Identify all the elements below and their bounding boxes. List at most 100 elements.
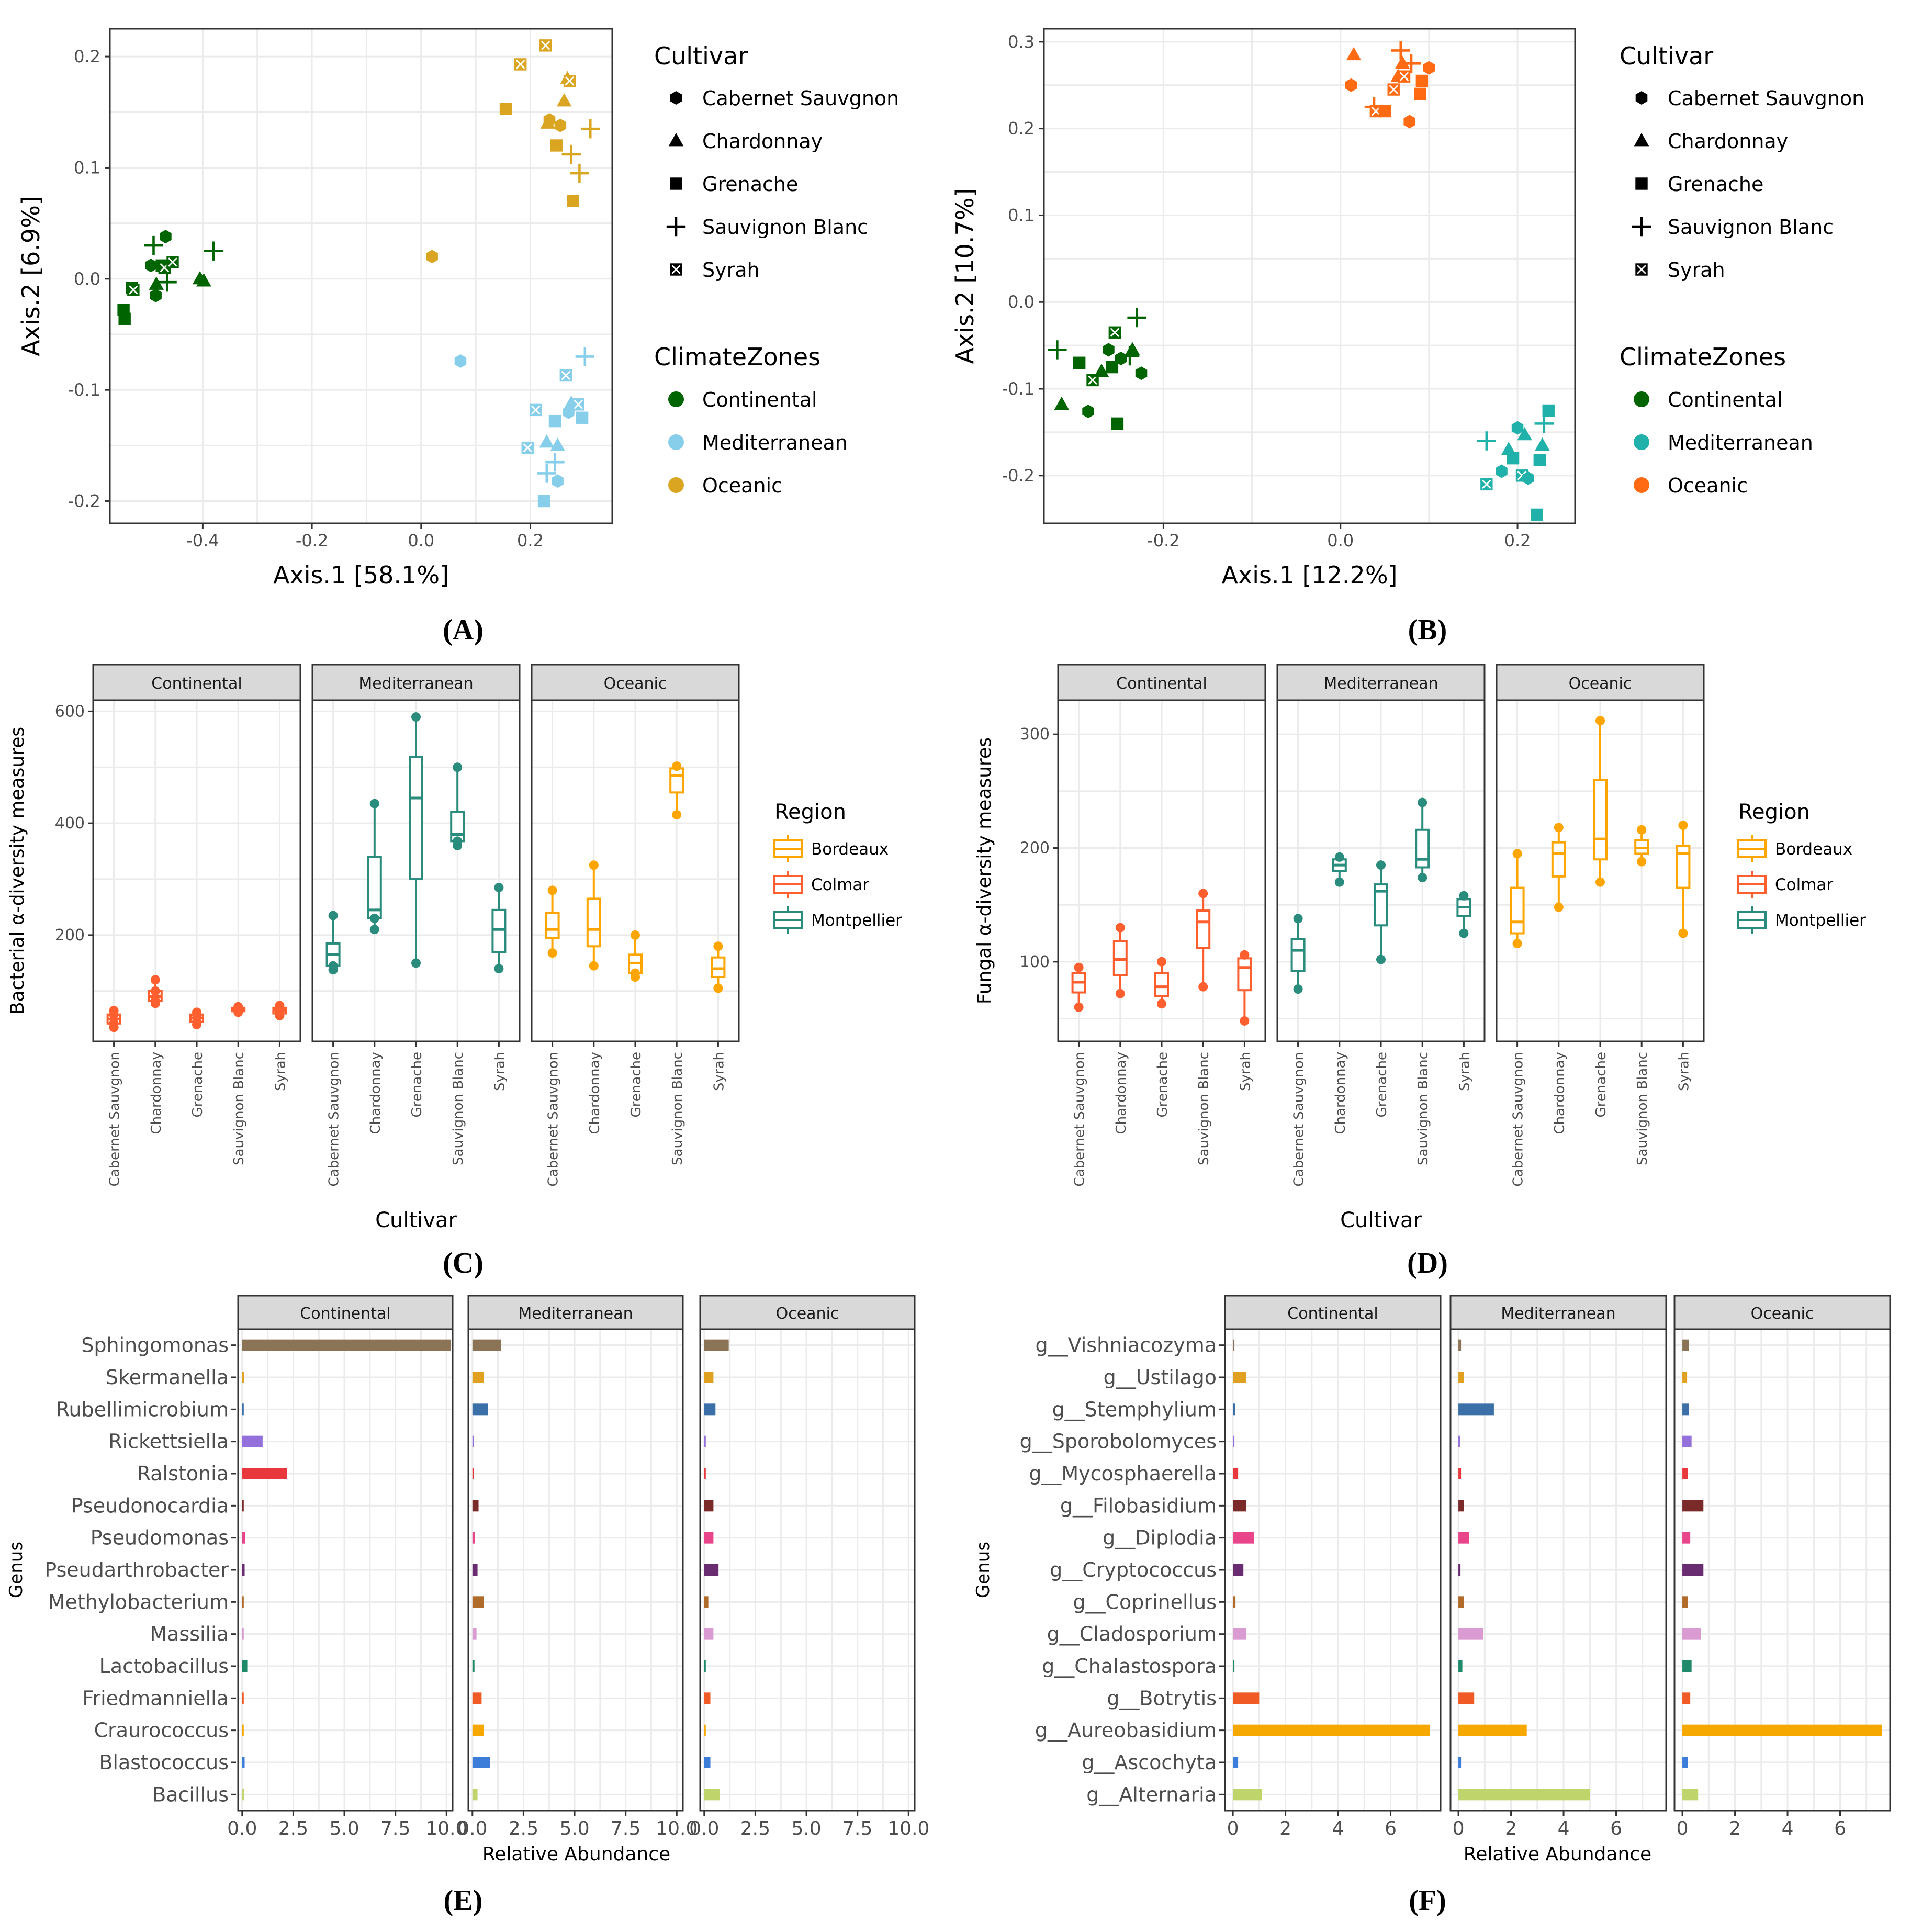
data-point [1535, 437, 1550, 451]
y-axis-label: Axis.2 [6.9%] [17, 196, 45, 356]
data-point [537, 464, 556, 483]
data-point [1418, 797, 1427, 807]
bar [1682, 1628, 1701, 1640]
facet-panel: Oceanic Cabernet Sauvgnon Chardonnay Grenac… [1496, 664, 1705, 1186]
data-point [631, 930, 640, 940]
bar [242, 1564, 245, 1576]
box-mark [367, 799, 382, 935]
plot-border [237, 1328, 454, 1812]
data-point [514, 58, 527, 71]
x-axis-label: Relative Abundance [1464, 1844, 1651, 1865]
data-point [575, 347, 595, 366]
data-point [1376, 954, 1386, 964]
box-mark [1154, 957, 1169, 1009]
data-point [1678, 821, 1688, 830]
y-tick-label: g__Ascochyta [1082, 1751, 1217, 1774]
bar [1458, 1435, 1460, 1447]
bar [1233, 1435, 1235, 1447]
y-tick-label: Pseudarthrobacter [44, 1558, 229, 1581]
x-tick-label: Grenache [409, 1052, 425, 1117]
plot-border [1043, 28, 1576, 524]
bar [704, 1724, 706, 1736]
legend-title: ClimateZones [1620, 343, 1786, 371]
data-point [150, 996, 160, 1006]
bar [704, 1789, 720, 1801]
y-tick-label: 200 [55, 926, 85, 945]
data-point [1376, 860, 1386, 870]
symbol-cross [565, 76, 575, 86]
x-tick-label: Cabernet Sauvgnon [1511, 1052, 1526, 1186]
y-axis-label: Bacterial α-diversity measures [7, 727, 28, 1015]
y-tick-label: g__Coprinellus [1073, 1590, 1217, 1613]
box-iqr [1551, 841, 1566, 878]
facet-panel: Continental Cabernet Sauvgnon Chardonnay Gr… [55, 664, 301, 1186]
x-tick-label: Grenache [190, 1052, 206, 1117]
facet-panel: Oceanic 0.0 2.5 5.0 7.5 10.0 [689, 1295, 929, 1839]
y-tick-label: 300 [1020, 725, 1050, 744]
data-point [1415, 74, 1429, 87]
data-point [1240, 1016, 1250, 1026]
y-tick-label: Massilia [150, 1623, 229, 1646]
bar [472, 1789, 478, 1801]
box-mark [1112, 923, 1128, 998]
y-tick-label: -0.1 [68, 380, 100, 400]
bar [242, 1628, 244, 1640]
box-iqr [1237, 957, 1252, 992]
y-tick-label: Sphingomonas [81, 1334, 229, 1357]
data-point [552, 474, 564, 488]
bar [472, 1596, 484, 1608]
x-tick-label: 2.5 [509, 1818, 538, 1839]
box-mark [272, 1001, 287, 1020]
y-tick-label: Rickettsiella [108, 1430, 229, 1453]
box-mark [711, 941, 726, 993]
bar [704, 1692, 711, 1704]
symbol-cross [1399, 72, 1409, 81]
bar [1233, 1692, 1260, 1704]
x-tick-label: Grenache [1155, 1052, 1171, 1117]
x-tick-label: 0.0 [408, 531, 434, 551]
data-point [426, 250, 438, 264]
x-tick-label: 10.0 [656, 1818, 698, 1839]
data-point [1531, 508, 1543, 521]
y-tick-label: g__Aureobasidium [1035, 1719, 1217, 1742]
legend-label: Syrah [702, 259, 760, 282]
y-tick-label: g__Ustilago [1104, 1366, 1217, 1389]
x-tick-label: Sauvignon Blanc [670, 1052, 685, 1165]
bar [1682, 1532, 1691, 1544]
data-point [1115, 989, 1125, 998]
symbol-cross [129, 285, 138, 295]
data-point [1459, 891, 1469, 901]
bar [1682, 1660, 1692, 1672]
x-tick-label: 6 [1385, 1818, 1397, 1839]
bar [1682, 1372, 1688, 1383]
data-point [1418, 873, 1427, 883]
y-tick-label: Ralstonia [137, 1462, 229, 1485]
bar [1682, 1339, 1689, 1351]
bar [1233, 1564, 1244, 1576]
data-point [1094, 363, 1109, 377]
legend-label: Bordeaux [1775, 840, 1852, 859]
box-mark [1290, 914, 1306, 994]
data-point [1637, 857, 1647, 867]
legend-label: Oceanic [1668, 474, 1748, 497]
panel-label: (B) [1408, 614, 1447, 646]
data-point [494, 883, 504, 893]
x-tick-label: 6 [1834, 1818, 1846, 1839]
data-point [550, 139, 563, 152]
data-point [548, 414, 561, 428]
box-iqr [711, 956, 726, 979]
data-point [1157, 957, 1166, 967]
data-point [547, 885, 557, 895]
data-point [1595, 716, 1605, 726]
data-point [1074, 962, 1084, 972]
data-point [576, 411, 589, 424]
bar [472, 1435, 474, 1447]
bar [1233, 1660, 1235, 1672]
x-tick-label: 2 [1729, 1818, 1741, 1839]
data-point [1403, 115, 1415, 129]
y-tick-label: -0.2 [68, 491, 100, 511]
y-tick-label: Rubellimicrobium [56, 1398, 229, 1421]
bar [242, 1596, 244, 1608]
legend-symbol [668, 133, 684, 147]
data-point [1346, 47, 1362, 61]
